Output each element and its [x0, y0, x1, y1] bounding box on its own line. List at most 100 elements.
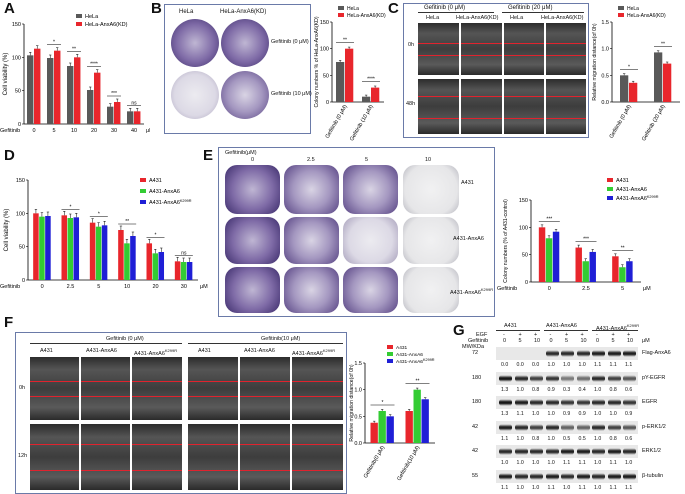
- wound-image: [30, 424, 79, 490]
- y-axis-label: Cell viability (%): [4, 209, 10, 252]
- legend-swatch: [140, 178, 146, 182]
- sig-label: ns: [181, 250, 187, 256]
- molecular-weight-label: 55: [472, 472, 479, 479]
- sig-label: **: [621, 245, 625, 251]
- blot-band: [592, 448, 605, 455]
- band-quantification: 1.0: [625, 460, 633, 466]
- blot-band-name: ERK1/2: [642, 448, 661, 454]
- band-quantification: 1.0: [532, 484, 540, 491]
- x-unit-label: μM: [643, 286, 651, 292]
- gefitinib-lane-label: 0: [503, 338, 507, 344]
- bar: [114, 102, 121, 124]
- y-tick-label: 100: [519, 225, 528, 231]
- y-axis-label: Cell viability (%): [3, 53, 9, 96]
- band-quantification: 1.1: [578, 484, 586, 491]
- bar: [74, 57, 81, 125]
- band-quantification: 0.8: [532, 386, 540, 393]
- legend-swatch: [387, 345, 393, 349]
- x-tick-label: Gefitinib (10 μM): [349, 104, 375, 142]
- blot-band: [607, 350, 621, 357]
- x-tick-label: 5: [97, 284, 100, 290]
- band-quantification: 1.0: [547, 460, 555, 466]
- bar: [336, 62, 345, 102]
- panel-e-row-0: A431: [461, 180, 474, 186]
- colony-dish: [171, 71, 219, 119]
- sig-label: *: [70, 204, 72, 210]
- bar: [612, 256, 619, 282]
- panel-e-image-box: Gefitinib(μM) 0 2.5 5 10 A431 A431-AnxA6…: [218, 147, 495, 317]
- egf-lane-label: -: [596, 332, 598, 338]
- panel-letter-f: F: [4, 314, 14, 331]
- x-tick-label: Gefitinib (0 μM): [609, 104, 633, 140]
- blot-band: [607, 399, 621, 406]
- band-quantification: 0.9: [578, 411, 586, 417]
- band-quantification: 1.1: [609, 362, 617, 368]
- blot-band: [592, 399, 605, 406]
- legend-superscript: K299R: [647, 195, 659, 199]
- panel-c-group-0: Gefitinib (0 μM): [424, 5, 466, 11]
- wound-image: [461, 23, 502, 75]
- legend-superscript: K299R: [180, 199, 192, 203]
- bar: [545, 238, 553, 282]
- y-tick-label: 0.5: [601, 73, 609, 79]
- blot-band: [576, 448, 590, 455]
- bar: [589, 251, 596, 282]
- y-tick-label: 100: [320, 47, 329, 53]
- bar: [94, 72, 101, 124]
- blot-band-name: EGFR: [642, 399, 658, 405]
- blot-band: [545, 399, 559, 406]
- wound-image: [81, 357, 130, 420]
- sig-label: ***: [111, 91, 117, 97]
- blot-band: [592, 423, 605, 431]
- legend-swatch: [618, 6, 624, 10]
- wound-image: [504, 79, 544, 134]
- egf-lane-label: +: [611, 332, 615, 338]
- wound-image: [81, 424, 130, 490]
- colony-dish: [221, 19, 269, 67]
- panel-g-gef-label: Gefitinib: [468, 338, 489, 344]
- legend-swatch: [76, 22, 82, 26]
- panel-e-row-1: A431-AnxA6: [453, 236, 484, 242]
- band-quantification: 0.5: [563, 435, 571, 442]
- blot-band: [514, 399, 528, 406]
- blot-band: [499, 448, 512, 455]
- bar: [107, 106, 114, 124]
- blot-band: [561, 448, 574, 455]
- legend-swatch: [140, 200, 146, 204]
- y-tick-label: 150: [16, 178, 25, 184]
- blot-band: [592, 374, 605, 382]
- blot-band: [623, 399, 636, 406]
- y-tick-label: 50: [323, 73, 329, 79]
- x-prefix-label: Gefitinib: [0, 284, 20, 290]
- bar: [39, 216, 45, 280]
- blot-band: [499, 374, 512, 382]
- egf-lane-label: +: [627, 332, 631, 338]
- blot-band: [530, 399, 543, 406]
- blot-band: [514, 423, 528, 431]
- sig-label: ****: [90, 62, 98, 68]
- y-tick-label: 1.0: [354, 388, 362, 394]
- bar: [386, 416, 394, 443]
- panel-g-unit: μM: [642, 338, 650, 344]
- bar: [54, 50, 61, 124]
- panel-f-group-1: Gefitinib(10 μM): [261, 336, 301, 342]
- band-quantification: 1.1: [501, 435, 509, 442]
- panel-c-col-2: HeLa: [510, 15, 524, 21]
- y-tick-label: 0.5: [354, 414, 362, 420]
- blot-band: [576, 374, 590, 382]
- blot-band: [545, 423, 559, 431]
- blot-band: [576, 399, 590, 406]
- bar: [186, 262, 193, 280]
- panel-f-group-0: Gefitinib (0 μM): [106, 336, 144, 342]
- blot-band: [514, 374, 528, 382]
- band-quantification: 0.0: [501, 362, 509, 368]
- band-quantification: 1.1: [609, 484, 617, 491]
- x-tick-label: Gefitinib (20 μM): [641, 104, 667, 142]
- blot-band: [623, 472, 636, 480]
- band-quantification: 0.8: [609, 386, 617, 393]
- band-quantification: 1.1: [563, 460, 571, 466]
- blot-band: [623, 423, 636, 431]
- gefitinib-lane-label: 0: [549, 338, 553, 344]
- blot-band: [623, 448, 636, 455]
